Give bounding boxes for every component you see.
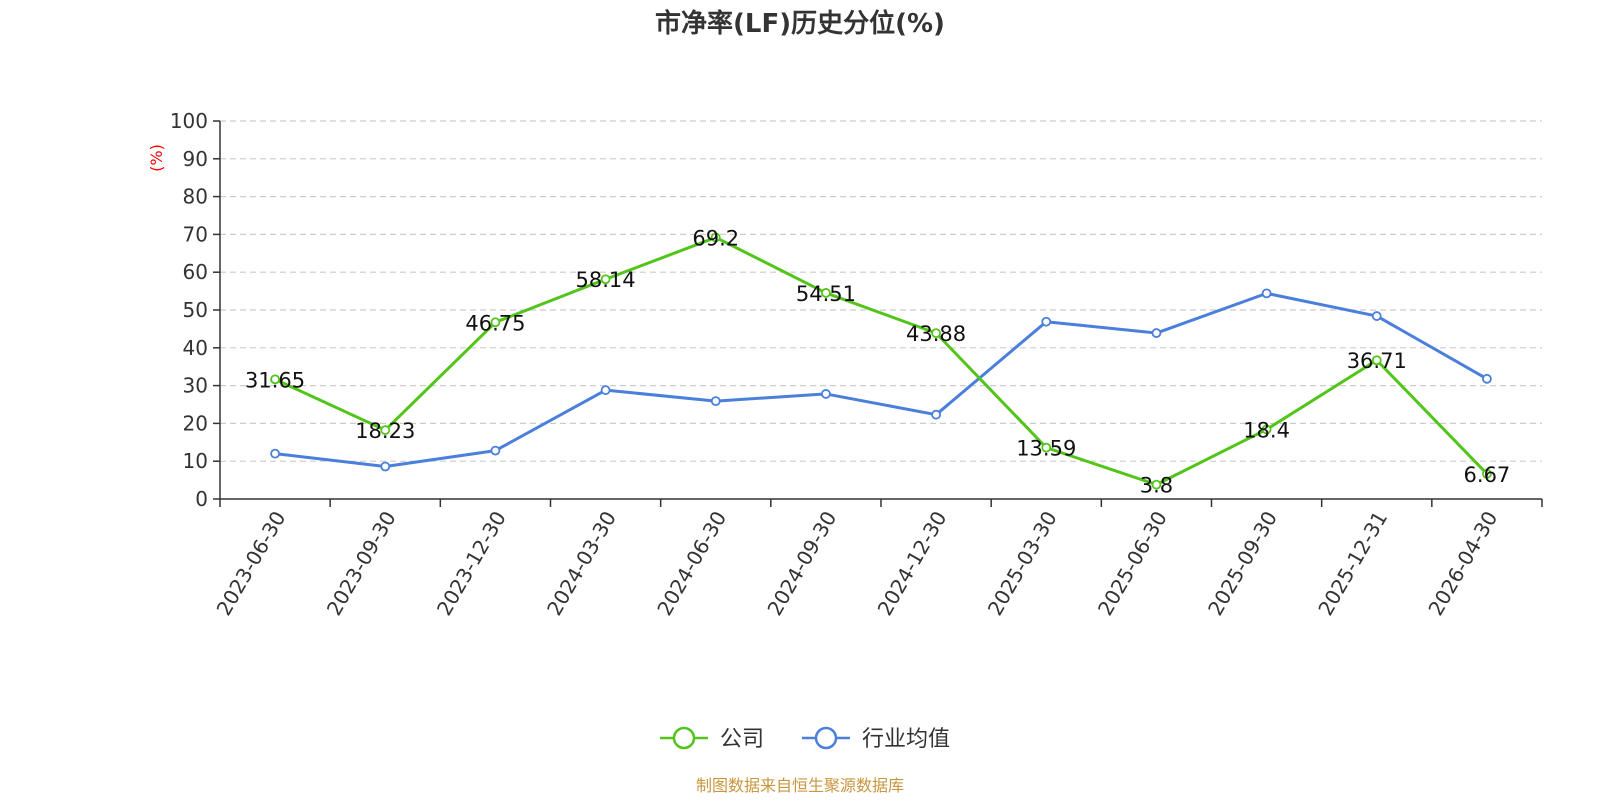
data-label: 54.51 xyxy=(796,282,856,306)
y-tick-label: 40 xyxy=(183,336,208,360)
data-source-note: 制图数据来自恒生聚源数据库 xyxy=(696,776,904,795)
series-line-0 xyxy=(274,235,1488,487)
legend-item-0[interactable]: 公司 xyxy=(660,726,764,752)
legend[interactable]: 公司 行业均值 xyxy=(660,726,950,752)
y-tick-label: 10 xyxy=(183,449,208,473)
data-point xyxy=(270,448,280,459)
chart-title: 市净率(LF)历史分位(%) xyxy=(655,8,945,39)
series-lines xyxy=(270,232,1492,490)
x-tick-label: 2024-12-30 xyxy=(873,507,952,620)
data-point xyxy=(821,288,831,298)
data-point xyxy=(710,396,721,406)
data-label: 58.14 xyxy=(576,268,636,292)
y-tick-label: 0 xyxy=(195,487,208,511)
x-tick-label: 2024-03-30 xyxy=(542,507,621,620)
data-point xyxy=(1371,311,1382,321)
axes: 0 10 20 30 40 50 60 70 80 90 100 2023-06-30 2023-09-… xyxy=(170,109,1543,620)
y-tick-label: 100 xyxy=(170,109,208,133)
x-tick-label: 2025-03-30 xyxy=(983,507,1062,620)
data-label: 36.71 xyxy=(1347,349,1407,373)
y-axis-unit-label: (%) xyxy=(147,144,166,172)
data-label: 18.23 xyxy=(355,419,415,443)
data-label: 18.4 xyxy=(1243,418,1290,442)
x-tick-label: 2025-09-30 xyxy=(1203,507,1282,620)
data-point xyxy=(490,317,501,328)
data-point xyxy=(710,232,721,243)
x-tick-label: 2023-12-30 xyxy=(432,507,511,620)
x-tick-label: 2024-06-30 xyxy=(652,507,731,620)
data-point xyxy=(1261,424,1272,435)
data-point xyxy=(1482,373,1492,384)
grid-lines xyxy=(220,120,1542,462)
legend-marker-icon xyxy=(814,726,838,750)
data-labels: 31.65 18.23 46.75 58.14 69.2 54.51 43.88 13.59 3… xyxy=(245,226,1510,497)
data-point xyxy=(600,385,611,396)
x-tick-label: 2026-04-30 xyxy=(1423,507,1502,620)
y-tick-label: 60 xyxy=(183,260,208,284)
data-point xyxy=(1151,328,1162,338)
x-tick-label: 2025-06-30 xyxy=(1093,507,1172,620)
data-label: 13.59 xyxy=(1016,437,1076,461)
data-point xyxy=(931,409,941,420)
series-line-1 xyxy=(274,291,1488,468)
x-tick-label: 2023-06-30 xyxy=(212,507,291,620)
data-point xyxy=(490,445,501,456)
data-label: 43.88 xyxy=(906,322,966,346)
data-label: 3.8 xyxy=(1140,474,1173,498)
y-tick-label: 90 xyxy=(183,147,208,171)
data-point xyxy=(1151,479,1162,490)
data-label: 31.65 xyxy=(245,368,305,392)
data-point xyxy=(1371,355,1382,366)
legend-label: 行业均值 xyxy=(862,727,950,752)
data-point xyxy=(600,274,611,285)
y-tick-label: 70 xyxy=(183,222,208,246)
y-tick-label: 30 xyxy=(183,374,208,398)
data-label: 6.67 xyxy=(1464,463,1511,487)
legend-marker-icon xyxy=(672,726,696,750)
data-point xyxy=(380,461,391,472)
x-tick-label: 2023-09-30 xyxy=(322,507,401,620)
legend-label: 公司 xyxy=(720,727,764,752)
data-point xyxy=(270,374,280,385)
x-tick-label: 2025-12-31 xyxy=(1313,507,1392,620)
data-label: 46.75 xyxy=(465,311,525,335)
data-point xyxy=(931,328,941,339)
data-point xyxy=(821,389,831,399)
y-tick-label: 50 xyxy=(183,298,208,322)
x-tick-label: 2024-09-30 xyxy=(762,507,841,620)
data-point xyxy=(1261,288,1272,299)
data-label: 69.2 xyxy=(692,226,739,250)
legend-item-1[interactable]: 行业均值 xyxy=(802,726,950,752)
y-tick-label: 20 xyxy=(183,411,208,435)
data-point xyxy=(1041,442,1052,453)
data-point xyxy=(1482,468,1492,479)
y-tick-label: 80 xyxy=(183,185,208,209)
data-point xyxy=(1041,316,1052,327)
data-point xyxy=(380,425,391,435)
